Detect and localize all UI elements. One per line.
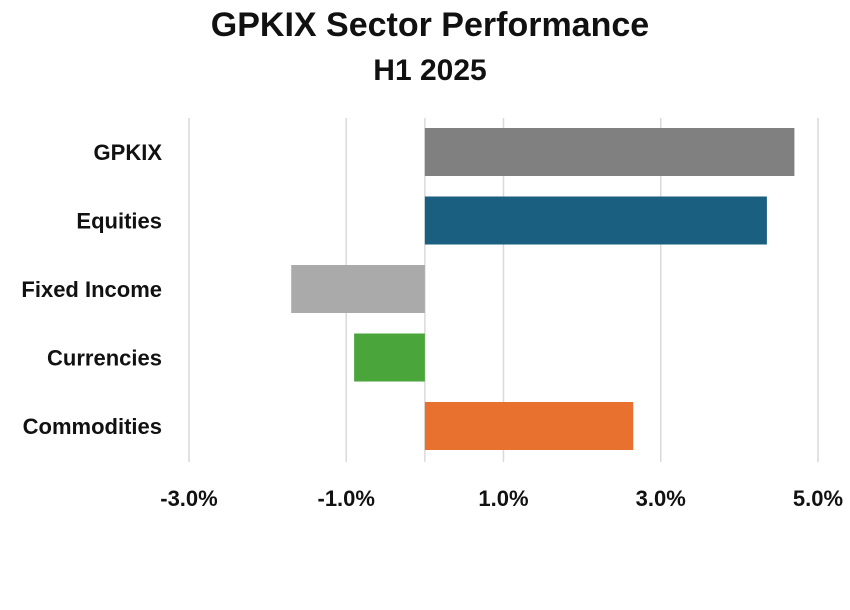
chart-title: GPKIX Sector Performance: [210, 6, 650, 44]
x-tick-label: 3.0%: [636, 486, 686, 511]
bar-fixed-income: [291, 265, 425, 313]
x-tick-label: 1.0%: [478, 486, 528, 511]
category-label: GPKIX: [94, 140, 163, 165]
x-tick-label: -1.0%: [318, 486, 375, 511]
bar-currencies: [354, 333, 425, 382]
category-label: Equities: [76, 209, 162, 234]
bar-gpkix: [424, 128, 795, 176]
bar-equities: [424, 196, 767, 245]
chart-subtitle: H1 2025: [373, 54, 487, 87]
category-label: Fixed Income: [21, 277, 162, 302]
bar-commodities: [424, 402, 634, 450]
x-tick-label: 5.0%: [793, 486, 843, 511]
x-tick-label: -3.0%: [160, 486, 217, 511]
category-label: Currencies: [47, 346, 162, 371]
category-label: Commodities: [23, 414, 162, 439]
